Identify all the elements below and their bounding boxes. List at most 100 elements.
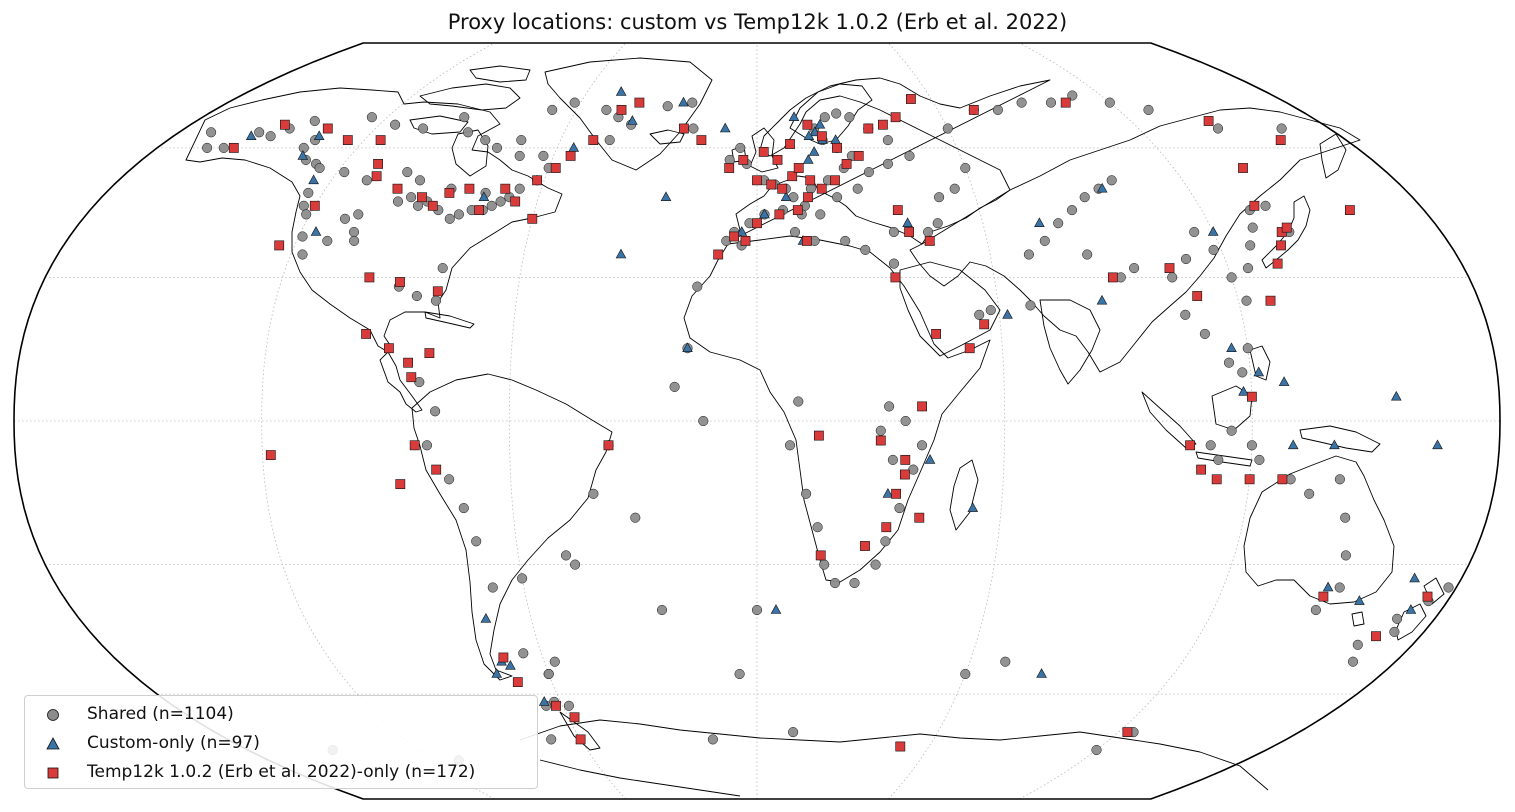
- marker-shared: [1260, 200, 1271, 211]
- marker-shared: [517, 573, 528, 584]
- marker-shared: [1443, 582, 1454, 593]
- marker-temp12k: [527, 213, 538, 224]
- marker-shared: [1334, 582, 1345, 593]
- marker-temp12k: [417, 192, 427, 203]
- marker-shared: [904, 150, 915, 161]
- marker-temp12k: [569, 712, 580, 723]
- marker-temp12k: [565, 151, 576, 161]
- marker-temp12k: [1265, 295, 1276, 306]
- marker-custom: [1390, 390, 1402, 401]
- marker-shared: [487, 582, 498, 593]
- marker-temp12k: [498, 652, 509, 663]
- marker-shared: [793, 396, 804, 407]
- marker-shared: [1025, 300, 1036, 311]
- map-title: Proxy locations: custom vs Temp12k 1.0.2…: [447, 10, 1068, 34]
- marker-shared: [1245, 240, 1256, 251]
- marker-custom: [882, 487, 894, 498]
- marker-shared: [863, 167, 874, 178]
- coast-africa: [683, 235, 991, 583]
- marker-custom: [770, 604, 782, 614]
- marker-custom: [1096, 294, 1108, 305]
- coast-greenland: [544, 57, 713, 171]
- marker-temp12k: [588, 135, 599, 145]
- map-frame: [13, 42, 1501, 800]
- marker-temp12k: [500, 183, 511, 194]
- marker-custom: [491, 668, 503, 678]
- marker-custom: [803, 130, 815, 140]
- marker-shared: [849, 577, 860, 589]
- marker-temp12k: [740, 236, 751, 246]
- marker-shared: [880, 536, 891, 547]
- marker-shared: [303, 187, 314, 198]
- marker-shared: [942, 123, 953, 134]
- marker-temp12k: [863, 123, 874, 134]
- marker-shared: [992, 104, 1003, 115]
- marker-shared: [414, 175, 426, 186]
- marker-temp12k: [924, 236, 935, 246]
- marker-temp12k: [766, 179, 777, 190]
- marker-temp12k: [1249, 200, 1260, 211]
- marker-temp12k: [787, 171, 798, 182]
- marker-shared: [1189, 226, 1200, 238]
- marker-temp12k: [1371, 631, 1381, 642]
- marker-shared: [402, 167, 413, 178]
- marker-temp12k: [805, 175, 816, 186]
- marker-custom: [780, 191, 792, 201]
- marker-temp12k: [793, 163, 804, 173]
- marker-shared: [254, 127, 265, 138]
- marker-temp12k: [815, 550, 826, 561]
- marker-shared: [411, 290, 422, 302]
- marker-temp12k: [1318, 591, 1329, 602]
- marker-temp12k: [816, 131, 827, 142]
- marker-shared: [563, 700, 574, 711]
- marker-shared: [656, 604, 668, 616]
- marker-temp12k: [964, 343, 975, 354]
- marker-shared: [1392, 613, 1403, 624]
- marker-shared: [1053, 218, 1064, 229]
- marker-shared: [1226, 272, 1237, 283]
- marker-shared: [789, 226, 801, 238]
- marker-shared: [1334, 474, 1345, 485]
- marker-shared: [1199, 328, 1210, 339]
- marker-shared: [819, 559, 830, 570]
- marker-shared: [298, 142, 309, 153]
- marker-temp12k: [322, 123, 333, 134]
- marker-shared: [887, 454, 898, 465]
- marker-custom: [1287, 439, 1299, 450]
- coast-tasmania: [1351, 611, 1365, 627]
- marker-temp12k: [881, 522, 892, 533]
- marker-shared: [1213, 454, 1224, 465]
- coast-antarctic-peninsula: [559, 711, 601, 751]
- marker-temp12k: [371, 171, 382, 182]
- marker-custom: [480, 612, 492, 623]
- marker-shared: [832, 192, 843, 203]
- marker-custom: [1322, 581, 1334, 592]
- marker-temp12k: [1276, 240, 1286, 251]
- marker-custom: [660, 191, 672, 201]
- marker-temp12k: [512, 677, 523, 687]
- marker-shared: [361, 175, 372, 186]
- marker-custom: [615, 248, 627, 259]
- marker-custom: [759, 208, 770, 219]
- marker-shared: [662, 101, 673, 112]
- marker-custom: [568, 142, 580, 152]
- marker-shared: [418, 123, 429, 134]
- marker-custom: [802, 154, 814, 164]
- marker-temp12k: [860, 541, 870, 551]
- marker-custom: [1409, 572, 1420, 583]
- marker-shared: [840, 235, 851, 246]
- marker-temp12k: [228, 143, 239, 153]
- marker-shared: [852, 183, 863, 194]
- marker-shared: [471, 536, 482, 547]
- legend-label-custom: Custom-only (n=97): [87, 733, 260, 753]
- marker-temp12k: [832, 143, 842, 153]
- marker-shared: [669, 381, 680, 392]
- marker-shared: [974, 309, 985, 320]
- marker-shared: [491, 142, 503, 153]
- coast-hudson-bay: [451, 129, 489, 177]
- marker-custom: [310, 226, 322, 236]
- coast-madagascar: [949, 459, 979, 531]
- marker-custom: [615, 86, 627, 96]
- marker-shared: [1079, 192, 1090, 203]
